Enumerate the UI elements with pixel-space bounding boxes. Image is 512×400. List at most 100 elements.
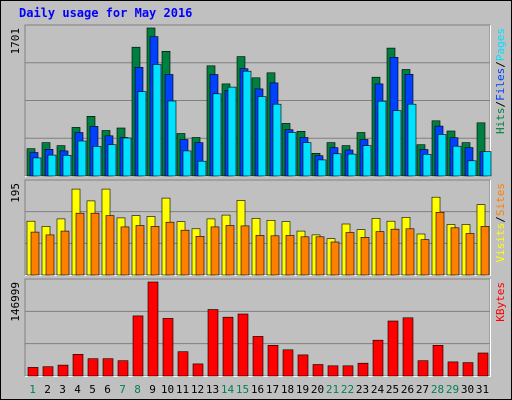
legend-entry-files: Files [494, 68, 507, 101]
x-axis-day-label: 28 [431, 383, 444, 396]
bar-pages [92, 146, 102, 177]
x-axis-day-label: 26 [401, 383, 414, 396]
y-axis-max-label: 1701 [9, 28, 22, 55]
bar-sites [255, 235, 265, 276]
chart-panel-3: 146999 KBytes [9, 278, 507, 377]
bar-pages [347, 153, 357, 177]
bar-kbytes [57, 364, 69, 377]
bar-sites [405, 228, 415, 276]
bar-pages [47, 154, 57, 177]
bar-kbytes [342, 365, 354, 377]
bar-kbytes [72, 353, 84, 377]
bar-sites [105, 215, 115, 276]
bar-pages [467, 160, 477, 177]
legend-entry-visits: Visits [494, 223, 507, 263]
x-axis-day-label: 19 [296, 383, 309, 396]
bar-kbytes [222, 316, 234, 377]
x-axis-day-label: 8 [134, 383, 141, 396]
x-axis-day-label: 15 [236, 383, 249, 396]
bar-sites [285, 235, 295, 276]
y-axis-max-label: 146999 [9, 282, 22, 322]
bar-pages [302, 142, 312, 177]
x-axis-day-label: 21 [326, 383, 339, 396]
bar-kbytes [312, 364, 324, 377]
legend-separator: / [494, 216, 507, 223]
bar-sites [150, 226, 160, 276]
x-axis-day-label: 13 [206, 383, 219, 396]
bar-kbytes [102, 358, 114, 377]
bar-pages [392, 110, 402, 177]
bar-pages [242, 70, 252, 177]
bar-pages [182, 150, 192, 177]
bar-sites [75, 212, 85, 276]
bar-sites [180, 229, 190, 276]
bar-sites [450, 227, 460, 276]
bar-kbytes [177, 351, 189, 377]
bar-sites [480, 226, 490, 276]
bar-pages [437, 134, 447, 177]
bar-kbytes [147, 281, 159, 377]
x-axis-day-label: 31 [476, 383, 489, 396]
bar-kbytes [402, 317, 414, 377]
bar-pages [122, 137, 132, 177]
bar-sites [345, 232, 355, 276]
bar-pages [287, 132, 297, 177]
bar-sites [240, 225, 250, 276]
bar-kbytes [297, 354, 309, 377]
bar-sites [45, 234, 55, 276]
bar-pages [452, 145, 462, 177]
bar-kbytes [237, 313, 249, 377]
x-axis-day-label: 24 [371, 383, 385, 396]
bar-pages [257, 96, 267, 177]
bar-sites [60, 230, 70, 276]
bar-sites [30, 231, 40, 276]
bar-pages [62, 155, 72, 177]
bar-pages [332, 153, 342, 177]
bar-sites [420, 239, 430, 276]
series-legend: KBytes [494, 282, 507, 322]
legend-entry-sites: Sites [494, 183, 507, 216]
legend-entry-pages: Pages [494, 28, 507, 61]
bar-kbytes [132, 315, 144, 377]
x-axis-day-label: 16 [251, 383, 264, 396]
bar-pages [362, 145, 372, 177]
bar-sites [300, 236, 310, 276]
legend-entry-hits: Hits [494, 108, 507, 135]
bar-sites [210, 226, 220, 276]
bar-kbytes [462, 362, 474, 377]
x-axis-day-label: 5 [89, 383, 96, 396]
bar-sites [330, 241, 340, 276]
bar-kbytes [87, 358, 99, 377]
bar-kbytes [207, 309, 219, 377]
bar-kbytes [252, 336, 264, 377]
bar-kbytes [417, 360, 429, 377]
bar-sites [375, 231, 385, 276]
bar-pages [77, 140, 87, 177]
bar-kbytes [42, 366, 54, 377]
series-legend: Visits/Sites [494, 183, 507, 263]
x-axis-day-label: 22 [341, 383, 354, 396]
bar-pages [32, 157, 42, 177]
bar-sites [165, 221, 175, 276]
x-axis-day-label: 18 [281, 383, 294, 396]
x-axis-day-label: 11 [176, 383, 189, 396]
bar-sites [465, 233, 475, 276]
x-axis-day-label: 12 [191, 383, 204, 396]
x-axis-day-label: 4 [74, 383, 81, 396]
bar-sites [390, 228, 400, 276]
bar-sites [360, 237, 370, 276]
x-axis-day-label: 17 [266, 383, 279, 396]
x-axis-day-label: 25 [386, 383, 399, 396]
bar-pages [422, 154, 432, 177]
bar-kbytes [162, 318, 174, 377]
legend-separator: / [494, 101, 507, 108]
bar-sites [270, 235, 280, 276]
x-axis-day-label: 3 [59, 383, 66, 396]
bar-pages [107, 144, 117, 177]
bar-sites [435, 212, 445, 276]
bar-pages [407, 103, 417, 177]
bar-pages [197, 160, 207, 177]
bar-pages [137, 91, 147, 177]
